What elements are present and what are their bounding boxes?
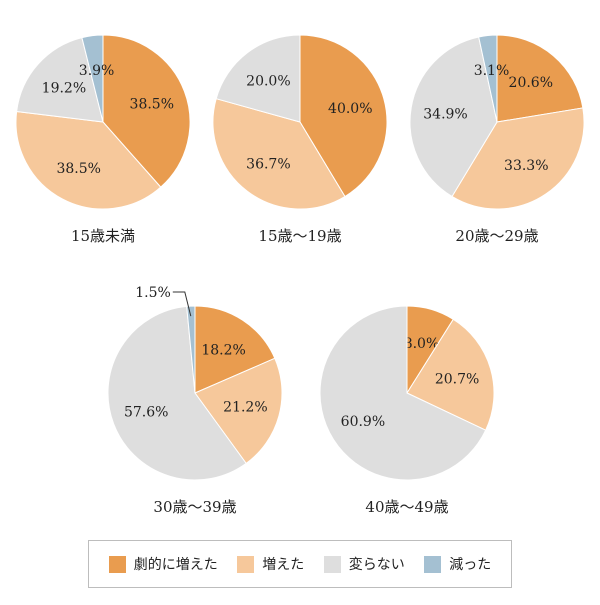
data-label: 20.7% <box>435 371 479 387</box>
legend-label: 減った <box>449 557 492 573</box>
pie-slice <box>406 318 495 431</box>
legend-label: 増えた <box>262 557 305 573</box>
pie-slice <box>15 110 162 210</box>
data-label: 3.1% <box>474 63 510 79</box>
legend-item-dramatic-increase: 劇的に増えた <box>108 554 218 574</box>
pie-slice <box>186 305 196 394</box>
data-label: 18.2% <box>201 342 245 358</box>
legend-swatch <box>237 555 255 573</box>
pie-slice <box>194 357 283 465</box>
chart-title: 30歳～39歳 <box>153 498 236 516</box>
data-label: 60.9% <box>341 414 385 430</box>
legend-label: 劇的に増えた <box>133 557 218 573</box>
data-label: 40.0% <box>328 101 372 117</box>
data-label: 3.9% <box>79 63 115 79</box>
pie-slice <box>215 34 301 123</box>
pie-slice <box>478 34 498 123</box>
data-label: 34.9% <box>423 106 467 122</box>
data-label: 20.0% <box>246 73 290 89</box>
data-label: 21.2% <box>223 400 267 416</box>
chart-title: 40歳～49歳 <box>365 498 448 516</box>
pie-slice <box>107 305 247 481</box>
data-label: 19.2% <box>42 80 86 96</box>
chart-title: 20歳～29歳 <box>455 227 538 245</box>
pie-slice <box>299 34 388 198</box>
chart-title: 15歳～19歳 <box>258 227 341 245</box>
data-label: 8.0% <box>404 336 440 352</box>
legend-item-increase: 増えた <box>237 554 304 574</box>
pie-slice <box>16 36 104 123</box>
legend-swatch <box>424 555 442 573</box>
legend-swatch <box>323 555 341 573</box>
legend-swatch <box>108 555 126 573</box>
data-label: 38.5% <box>56 161 100 177</box>
data-label: 1.5% <box>135 285 171 301</box>
data-label: 57.6% <box>124 405 168 421</box>
data-label: 38.5% <box>130 97 174 113</box>
pie-slice <box>409 36 498 198</box>
legend-label: 変らない <box>348 557 405 573</box>
legend-item-decrease: 減った <box>424 554 491 574</box>
chart-title: 15歳未満 <box>71 227 135 245</box>
leader-line <box>172 291 192 317</box>
pie-slice <box>319 305 487 481</box>
pie-slice <box>451 107 585 210</box>
legend-item-unchanged: 変らない <box>323 554 405 574</box>
data-label: 36.7% <box>246 157 290 173</box>
pie-slice <box>496 34 584 123</box>
pie-slice <box>194 305 276 394</box>
pie-slice <box>81 34 104 123</box>
pie-slice <box>102 34 191 188</box>
legend: 劇的に増えた 増えた 変らない 減った <box>88 540 512 588</box>
pie-slice <box>212 98 346 210</box>
data-label: 33.3% <box>504 158 548 174</box>
data-label: 20.6% <box>509 75 553 91</box>
